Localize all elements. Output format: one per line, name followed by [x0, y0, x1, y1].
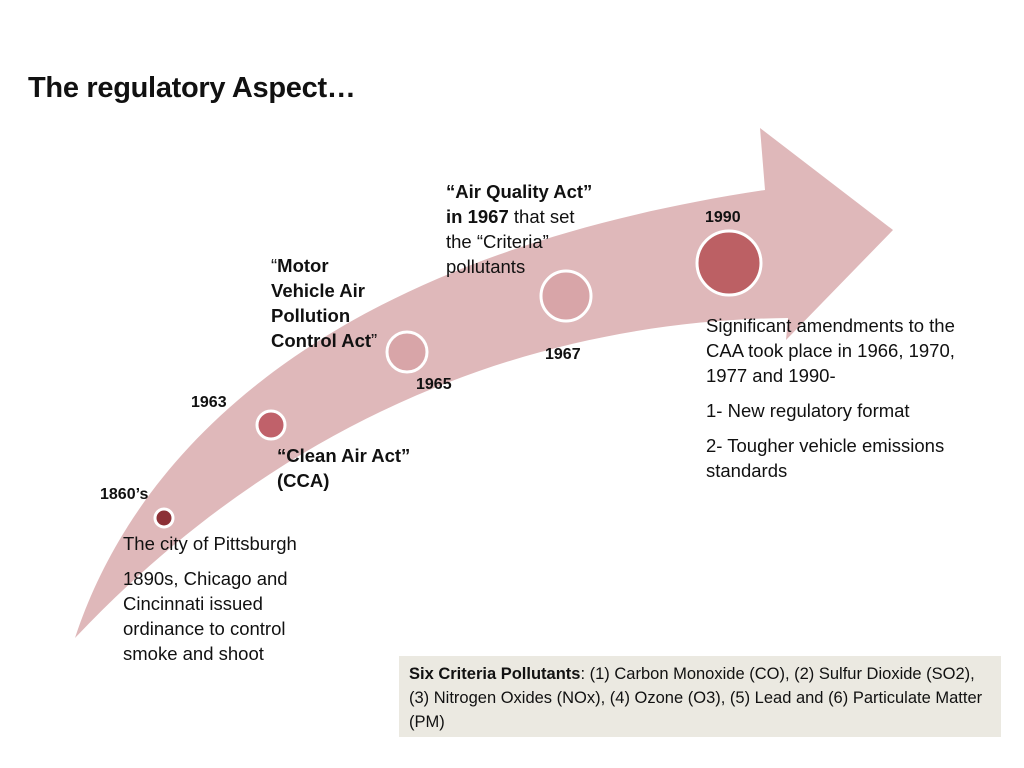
year-label-1963: 1963 [191, 394, 227, 411]
event-1967-act-year: in 1967 [446, 206, 509, 227]
criteria-pollutants-callout: Six Criteria Pollutants: (1) Carbon Mono… [399, 656, 1001, 737]
event-1860s-text: The city of Pittsburgh 1890s, Chicago an… [123, 531, 363, 666]
year-label-1990: 1990 [705, 209, 741, 226]
timeline-node-1963[interactable] [255, 409, 287, 441]
year-label-1965: 1965 [416, 376, 452, 393]
timeline-node-1860s[interactable] [153, 507, 175, 529]
event-1967-text: “Air Quality Act” in 1967 that set the “… [446, 179, 592, 279]
event-1965-quote-open: “ [271, 255, 278, 276]
callout-text: : (1) Carbon Monoxide (CO), (2) Sulfur D… [409, 665, 983, 731]
event-1890s-line-1: 1890s, Chicago and [123, 568, 288, 589]
timeline-node-1990[interactable] [695, 229, 763, 297]
event-1990-point-2-line-2: standards [706, 460, 788, 481]
year-label-1860s: 1860’s [100, 486, 149, 503]
event-1967-desc-1: that set [508, 206, 575, 227]
event-1965-act-line-1: Motor [277, 255, 329, 276]
event-1965-text: “Motor Vehicle Air Pollution Control Act… [271, 253, 377, 353]
event-1967-desc-3: pollutants [446, 256, 526, 277]
timeline-node-1965[interactable] [385, 330, 429, 374]
event-1965-act-line-3: Pollution [271, 305, 351, 326]
curved-arrow-shape [75, 128, 893, 638]
event-1965-quote-close: ” [371, 330, 378, 351]
event-1963-act-abbr: (CCA) [277, 470, 330, 491]
event-1967-desc-2: the “Criteria” [446, 231, 549, 252]
event-1860s-line-1: The city of Pittsburgh [123, 533, 297, 554]
event-1990-point-2-line-1: 2- Tougher vehicle emissions [706, 435, 945, 456]
event-1990-text: Significant amendments to the CAA took p… [706, 313, 1006, 483]
event-1963-act-name: “Clean Air Act” [277, 445, 411, 466]
event-1965-act-line-4: Control Act [271, 330, 372, 351]
event-1990-para1-line-3: 1977 and 1990- [706, 365, 836, 386]
event-1967-act-name: “Air Quality Act” [446, 181, 593, 202]
event-1890s-line-4: smoke and shoot [123, 643, 264, 664]
year-label-1967: 1967 [545, 346, 581, 363]
event-1990-para1-line-1: Significant amendments to the [706, 315, 955, 336]
timeline-node-1967[interactable] [539, 269, 593, 323]
event-1963-text: “Clean Air Act” (CCA) [277, 443, 410, 493]
callout-label: Six Criteria Pollutants [409, 665, 581, 683]
slide-title: The regulatory Aspect… [28, 72, 356, 104]
event-1965-act-line-2: Vehicle Air [271, 280, 365, 301]
event-1990-para1-line-2: CAA took place in 1966, 1970, [706, 340, 955, 361]
event-1890s-line-2: Cincinnati issued [123, 593, 263, 614]
event-1890s-line-3: ordinance to control [123, 618, 286, 639]
event-1990-point-1: 1- New regulatory format [706, 400, 910, 421]
